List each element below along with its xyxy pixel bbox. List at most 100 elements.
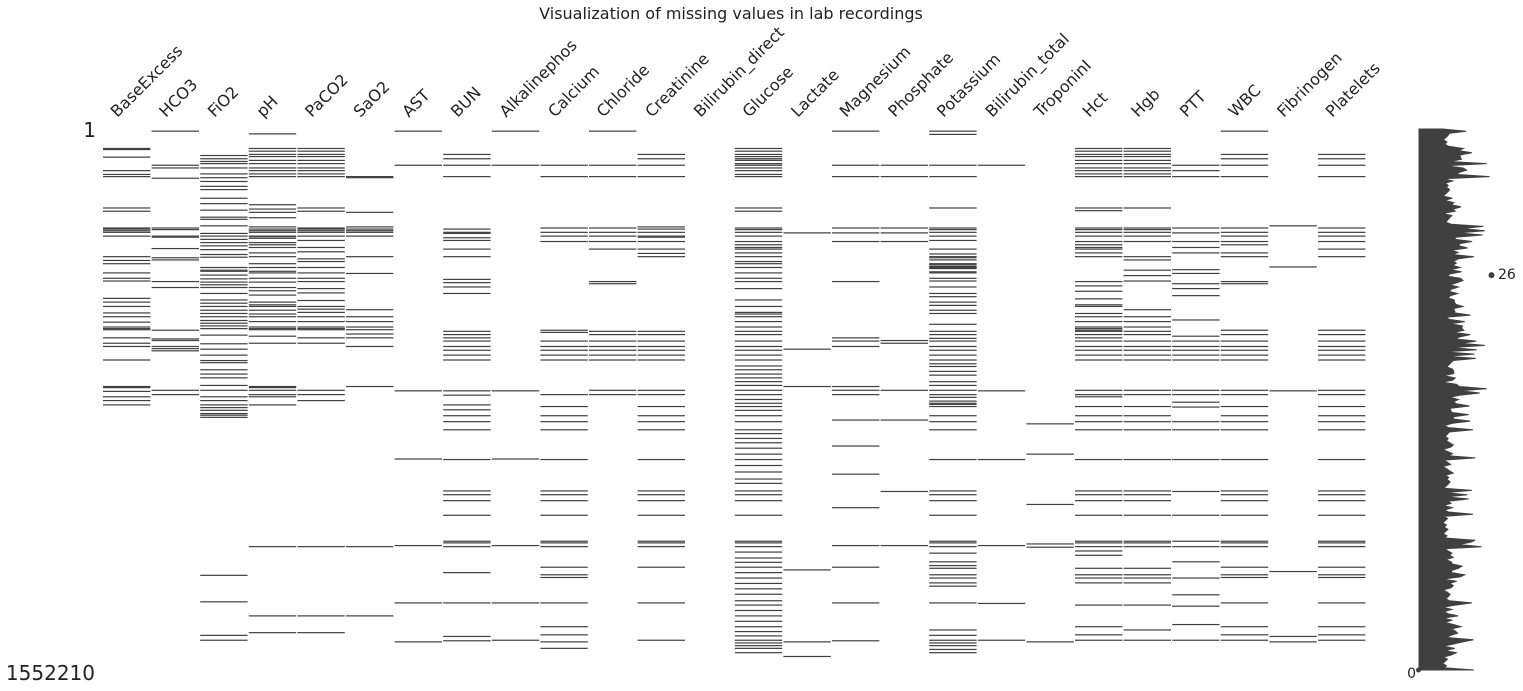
present-value-mark [977,164,1026,166]
present-value-mark [1123,542,1171,544]
present-value-mark [103,305,151,308]
present-value-mark [200,286,248,289]
present-value-mark [1123,207,1171,209]
present-value-mark [1172,170,1220,172]
present-value-mark [734,626,783,628]
present-value-mark [103,342,151,344]
present-value-mark [783,348,831,350]
present-value-mark [929,652,977,654]
present-value-mark [297,251,345,253]
present-value-mark [929,602,977,604]
column-wbc [1220,130,1269,641]
present-value-mark [589,235,637,237]
present-value-mark [929,309,977,311]
present-value-mark [734,207,783,209]
present-value-mark [248,176,297,178]
present-value-mark [248,632,297,634]
present-value-mark [1220,227,1269,229]
column-paco2 [297,147,345,634]
present-value-mark [540,634,588,636]
present-value-mark [103,280,151,282]
present-value-mark [1172,295,1220,297]
present-value-mark [103,328,151,330]
present-value-mark [248,270,297,272]
present-value-mark [832,240,880,243]
present-value-mark [977,639,1026,641]
present-value-mark [491,602,540,604]
present-value-mark [929,639,977,641]
present-value-mark [248,328,297,330]
present-value-mark [1172,340,1220,342]
present-value-mark [1318,500,1366,502]
present-value-mark [248,309,297,311]
present-value-mark [929,296,977,298]
present-value-mark [734,546,783,548]
present-value-mark [1220,176,1269,178]
present-value-mark [832,566,880,568]
present-value-mark [1269,225,1317,227]
present-value-mark [929,490,977,492]
present-value-mark [1075,150,1123,152]
present-value-mark [151,247,199,250]
present-value-mark [443,640,491,642]
present-value-mark [346,231,394,233]
first-row-label: 1 [83,118,96,142]
present-value-mark [248,546,297,548]
present-value-mark [1123,155,1171,158]
present-value-mark [1075,634,1123,636]
present-value-mark [200,281,248,283]
present-value-mark [1123,259,1171,261]
present-value-mark [1172,335,1220,337]
present-value-mark [346,329,394,331]
present-value-mark [443,514,491,516]
present-value-mark [1026,543,1074,545]
present-value-mark [1123,173,1171,175]
present-value-mark [200,216,248,218]
column-phosphate [880,164,928,547]
present-value-mark [443,602,491,604]
present-value-mark [734,447,783,449]
present-value-mark [297,342,345,344]
present-value-mark [200,180,248,183]
present-value-mark [1220,164,1269,166]
present-value-mark [200,197,248,199]
present-value-mark [200,256,248,258]
present-value-mark [443,635,491,638]
present-value-mark [1172,540,1220,542]
present-value-mark [248,305,297,308]
present-value-mark [734,163,783,165]
present-value-mark [734,252,783,254]
present-value-mark [637,514,685,516]
present-value-mark [1172,269,1220,271]
present-value-mark [637,158,685,160]
present-value-mark [734,615,783,617]
present-value-mark [248,237,297,239]
present-value-mark [151,130,199,132]
present-value-mark [929,389,977,391]
present-value-mark [929,229,977,231]
present-value-mark [103,390,151,392]
present-value-mark [491,458,540,460]
present-value-mark [929,337,977,339]
present-value-mark [1075,340,1123,342]
present-value-mark [637,394,685,396]
present-value-mark [443,359,491,361]
present-value-mark [880,490,928,493]
present-value-mark [929,239,977,242]
present-value-mark [637,240,685,243]
present-value-mark [200,154,248,157]
present-value-mark [103,263,151,265]
present-value-mark [1172,429,1220,431]
present-value-mark [734,647,783,649]
present-value-mark [443,256,491,258]
present-value-mark [637,252,685,255]
present-value-mark [151,339,199,342]
present-value-mark [783,569,831,571]
present-value-mark [1075,328,1123,330]
present-value-mark [734,593,783,595]
present-value-mark [1026,503,1074,506]
present-value-mark [880,232,928,234]
present-value-mark [734,381,783,383]
present-value-mark [443,345,491,348]
present-value-mark [734,458,783,461]
